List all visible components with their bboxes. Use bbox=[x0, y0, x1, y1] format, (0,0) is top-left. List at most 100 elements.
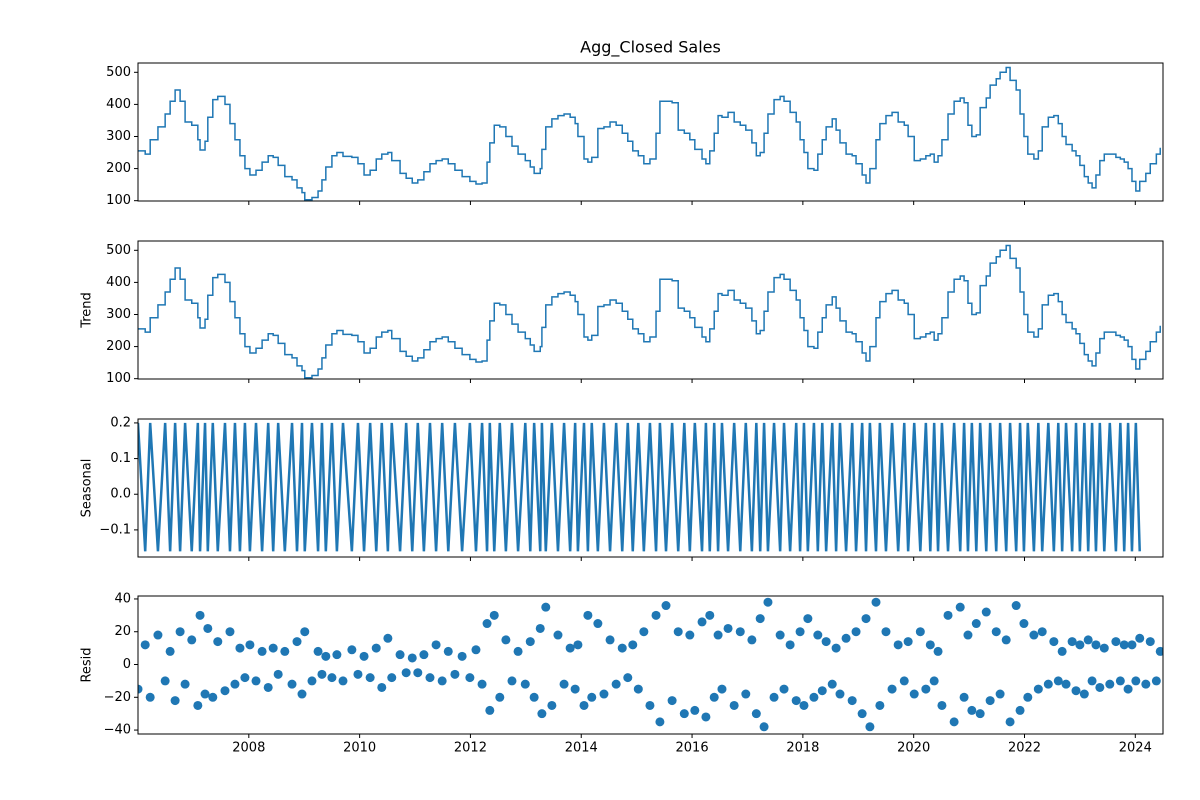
resid-point bbox=[655, 717, 665, 727]
resid-point bbox=[317, 669, 327, 679]
resid-point bbox=[471, 645, 481, 655]
resid-point bbox=[628, 640, 638, 650]
resid-point bbox=[1141, 679, 1151, 689]
resid-point bbox=[208, 692, 218, 702]
resid-point bbox=[419, 650, 429, 660]
resid-point bbox=[371, 643, 381, 653]
resid-point bbox=[785, 640, 795, 650]
resid-point bbox=[981, 607, 991, 617]
resid-point bbox=[971, 619, 981, 629]
resid-point bbox=[547, 700, 557, 710]
resid-point bbox=[1131, 676, 1141, 686]
resid-point bbox=[813, 630, 823, 640]
y-tick-label: 400 bbox=[106, 97, 131, 112]
resid-point bbox=[485, 705, 495, 715]
resid-point bbox=[1019, 619, 1029, 629]
y-tick-label: 300 bbox=[106, 307, 131, 322]
resid-point bbox=[225, 627, 235, 637]
resid-point bbox=[347, 645, 357, 655]
resid-point bbox=[639, 627, 649, 637]
resid-point bbox=[991, 627, 1001, 637]
resid-point bbox=[307, 676, 317, 686]
resid-point bbox=[1001, 635, 1011, 645]
resid-point bbox=[140, 640, 150, 650]
resid-point bbox=[570, 684, 580, 694]
resid-point bbox=[287, 679, 297, 689]
resid-point bbox=[937, 700, 947, 710]
resid-point bbox=[377, 682, 387, 692]
resid-point bbox=[690, 705, 700, 715]
resid-point bbox=[959, 692, 969, 702]
y-tick-label: 100 bbox=[106, 193, 131, 208]
resid-point bbox=[1067, 637, 1077, 647]
resid-point bbox=[1075, 640, 1085, 650]
y-tick-label: 0.0 bbox=[110, 487, 131, 502]
resid-point bbox=[1095, 682, 1105, 692]
x-tick-label: 2010 bbox=[343, 741, 376, 756]
resid-point bbox=[899, 676, 909, 686]
resid-point bbox=[1123, 684, 1133, 694]
resid-point bbox=[338, 676, 348, 686]
resid-point bbox=[769, 692, 779, 702]
resid-point bbox=[685, 630, 695, 640]
x-tick-label: 2008 bbox=[232, 741, 265, 756]
resid-point bbox=[425, 673, 435, 683]
resid-point bbox=[193, 700, 203, 710]
resid-point bbox=[1127, 640, 1137, 650]
y-tick-label: −40 bbox=[104, 723, 131, 738]
resid-point bbox=[489, 610, 499, 620]
x-tick-label: 2024 bbox=[1119, 741, 1152, 756]
resid-point bbox=[747, 635, 757, 645]
resid-point bbox=[300, 627, 310, 637]
resid-point bbox=[401, 668, 411, 678]
resid-point bbox=[1119, 640, 1129, 650]
resid-point bbox=[791, 696, 801, 706]
x-tick-label: 2022 bbox=[1008, 741, 1041, 756]
resid-point bbox=[268, 643, 278, 653]
resid-point bbox=[893, 640, 903, 650]
resid-point bbox=[909, 689, 919, 699]
resid-point bbox=[667, 696, 677, 706]
y-tick-label: 0.2 bbox=[110, 415, 131, 430]
resid-point bbox=[1105, 679, 1115, 689]
resid-point bbox=[359, 651, 369, 661]
resid-point bbox=[827, 679, 837, 689]
resid-point bbox=[975, 709, 985, 719]
resid-point bbox=[553, 630, 563, 640]
resid-point bbox=[729, 700, 739, 710]
resid-point bbox=[450, 669, 460, 679]
resid-point bbox=[795, 627, 805, 637]
resid-point bbox=[755, 614, 765, 624]
resid-point bbox=[1111, 637, 1121, 647]
resid-point bbox=[195, 610, 205, 620]
resid-point bbox=[138, 684, 143, 694]
resid-point bbox=[187, 635, 197, 645]
y-tick-label: 300 bbox=[106, 129, 131, 144]
resid-point bbox=[220, 686, 230, 696]
resid-point bbox=[925, 640, 935, 650]
x-tick-label: 2012 bbox=[454, 741, 487, 756]
resid-point bbox=[817, 686, 827, 696]
y-tick-label: 200 bbox=[106, 339, 131, 354]
resid-point bbox=[1099, 643, 1109, 653]
resid-point bbox=[153, 630, 163, 640]
resid-point bbox=[313, 646, 323, 656]
y-tick-label: 100 bbox=[106, 371, 131, 386]
resid-point bbox=[751, 709, 761, 719]
resid-point bbox=[709, 692, 719, 702]
resid-point bbox=[145, 692, 155, 702]
resid-point bbox=[541, 602, 551, 612]
resid-point bbox=[921, 684, 931, 694]
resid-point bbox=[365, 673, 375, 683]
resid-point bbox=[821, 637, 831, 647]
resid-point bbox=[565, 643, 575, 653]
resid-point bbox=[651, 610, 661, 620]
resid-point bbox=[273, 669, 283, 679]
y-axis-label: Resid bbox=[80, 647, 95, 682]
resid-point bbox=[741, 689, 751, 699]
resid-point bbox=[200, 689, 210, 699]
resid-point bbox=[413, 668, 423, 678]
resid-point bbox=[661, 601, 671, 611]
resid-point bbox=[525, 637, 535, 647]
resid-point bbox=[535, 623, 545, 633]
